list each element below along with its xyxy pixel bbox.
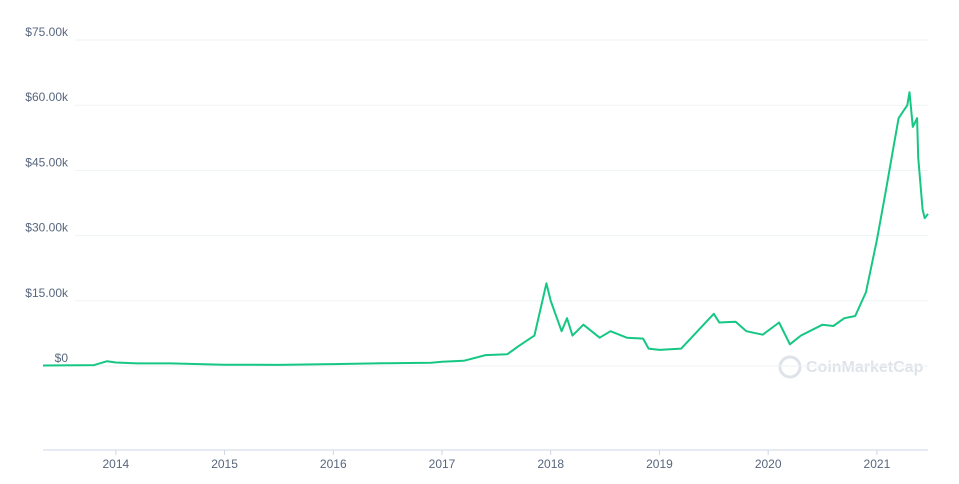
y-tick-label: $75.00k [25, 25, 69, 39]
x-tick-label: 2017 [429, 457, 456, 471]
x-tick-label: 2020 [755, 457, 782, 471]
x-tick-label: 2019 [646, 457, 673, 471]
y-tick-label: $60.00k [25, 90, 69, 104]
y-tick-label: $30.00k [25, 221, 69, 235]
watermark: CoinMarketCap [778, 355, 924, 379]
x-tick-label: 2021 [864, 457, 891, 471]
y-tick-label: $15.00k [25, 286, 69, 300]
price-line [42, 91, 929, 367]
watermark-logo [778, 355, 802, 379]
y-tick-label: $45.00k [25, 155, 69, 169]
x-tick-label: 2016 [320, 457, 347, 471]
y-tick-label: $0 [55, 351, 69, 365]
watermark-text: CoinMarketCap [806, 359, 924, 376]
x-tick-label: 2015 [211, 457, 238, 471]
x-tick-label: 2014 [102, 457, 129, 471]
x-tick-label: 2018 [537, 457, 564, 471]
